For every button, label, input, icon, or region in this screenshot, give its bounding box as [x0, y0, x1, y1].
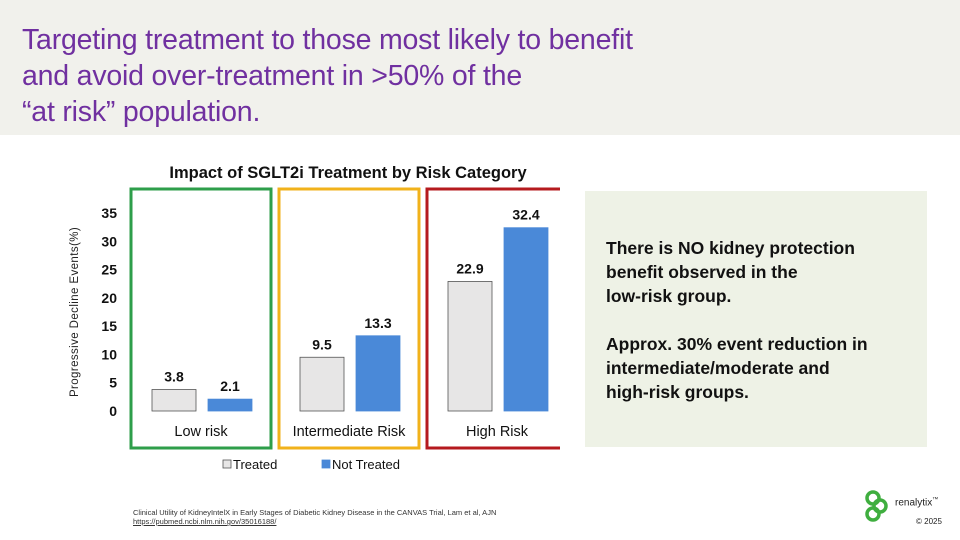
y-axis-title: Progressive Decline Events(%) — [69, 227, 81, 397]
title-banner: Targeting treatment to those most likely… — [0, 0, 960, 135]
callout-line: Approx. 30% event reduction in — [606, 334, 868, 354]
callout-paragraph-reduction: Approx. 30% event reduction in intermedi… — [606, 332, 868, 404]
y-tick-label: 35 — [101, 205, 117, 221]
category-frame-0 — [129, 187, 273, 450]
bar-not-treated — [207, 398, 253, 412]
legend-swatch — [321, 459, 331, 469]
y-tick-label: 25 — [101, 262, 117, 278]
category-frame-1 — [277, 187, 421, 450]
x-tick-label: High Risk — [466, 424, 529, 440]
bar-not-treated — [355, 335, 401, 412]
data-label: 9.5 — [312, 336, 332, 352]
callout-paragraph-low-risk: There is NO kidney protection benefit ob… — [606, 236, 855, 308]
legend-swatch — [222, 459, 232, 469]
data-label: 22.9 — [456, 260, 483, 276]
slide-title: Targeting treatment to those most likely… — [22, 22, 722, 130]
data-label: 32.4 — [512, 207, 539, 223]
bar-treated — [151, 389, 197, 412]
bar-chart: Progressive Decline Events(%) 0 5 10 15 20 25 3… — [69, 187, 560, 472]
data-label: 2.1 — [220, 378, 240, 394]
copyright: © 2025 — [916, 517, 942, 526]
bar-not-treated — [503, 227, 549, 412]
data-label: 13.3 — [364, 315, 391, 331]
data-label: 3.8 — [164, 369, 184, 385]
legend-label: Treated — [233, 457, 277, 472]
bar-treated — [299, 356, 345, 412]
x-tick-label: Intermediate Risk — [293, 424, 407, 440]
callout-line: intermediate/moderate and — [606, 358, 830, 378]
y-tick-label: 15 — [101, 318, 117, 334]
y-tick-label: 10 — [101, 346, 117, 362]
citation-text: Clinical Utility of KidneyIntelX in Earl… — [133, 508, 497, 517]
y-tick-label: 5 — [109, 375, 117, 391]
callout-line: benefit observed in the — [606, 262, 798, 282]
callout-line: high-risk groups. — [606, 382, 749, 402]
y-tick-label: 0 — [109, 403, 117, 419]
chart-title: Impact of SGLT2i Treatment by Risk Categ… — [169, 164, 527, 182]
brand-name: renalytix™ — [895, 497, 939, 509]
bar-treated — [447, 281, 493, 412]
slide-title-line-3: “at risk” population. — [22, 96, 261, 128]
callout-line: There is NO kidney protection — [606, 238, 855, 258]
callout-line: low-risk group. — [606, 286, 732, 306]
legend-label: Not Treated — [332, 457, 400, 472]
renalytix-logo-icon — [865, 490, 888, 522]
y-tick-label: 20 — [101, 290, 117, 306]
brand-footer: renalytix™ © 2025 — [864, 490, 954, 530]
x-tick-label: Low risk — [174, 424, 228, 440]
citation: Clinical Utility of KidneyIntelX in Earl… — [133, 508, 496, 526]
category-frame-2 — [425, 187, 560, 450]
slide-title-line-2: and avoid over-treatment in >50% of the — [22, 60, 522, 92]
slide-title-line-1: Targeting treatment to those most likely… — [22, 24, 633, 56]
callout-box: There is NO kidney protection benefit ob… — [585, 191, 927, 447]
y-tick-label: 30 — [101, 233, 117, 249]
citation-link[interactable]: https://pubmed.ncbi.nlm.nih.gov/35016188… — [133, 517, 277, 526]
